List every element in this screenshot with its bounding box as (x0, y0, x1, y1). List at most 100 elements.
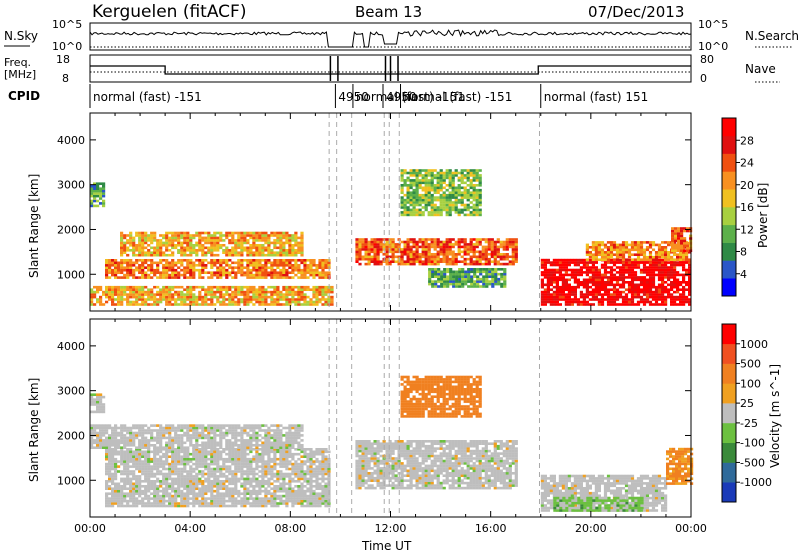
heatmap-cell (246, 271, 250, 274)
heatmap-cell (436, 262, 440, 266)
heatmap-cell (138, 285, 142, 289)
heatmap-cell (463, 169, 467, 172)
heatmap-cell (108, 448, 112, 451)
heatmap-cell (156, 457, 160, 461)
heatmap-cell (466, 176, 470, 180)
heatmap-cell (216, 457, 220, 461)
heatmap-cell (677, 249, 681, 252)
heatmap-cell (615, 253, 620, 256)
heatmap-cell (279, 259, 283, 262)
heatmap-cell (591, 255, 595, 259)
heatmap-cell (147, 244, 151, 247)
heatmap-cell (234, 455, 238, 458)
heatmap-cell (144, 259, 148, 262)
heatmap-cell (600, 273, 605, 277)
heatmap-cell (168, 497, 172, 500)
heatmap-cell (123, 266, 127, 269)
heatmap-cell (168, 477, 172, 481)
heatmap-cell (93, 184, 97, 188)
heatmap-cell (252, 489, 256, 493)
heatmap-cell (594, 293, 598, 296)
heatmap-cell (147, 457, 151, 461)
heatmap-cell (225, 290, 229, 294)
heatmap-cell (412, 240, 416, 244)
heatmap-cell (358, 262, 362, 266)
heatmap-cell (246, 470, 250, 473)
heatmap-cell (685, 283, 689, 287)
heatmap-cell (355, 255, 359, 259)
heatmap-cell (120, 502, 124, 505)
heatmap-cell (651, 241, 656, 244)
heatmap-cell (457, 171, 461, 175)
heatmap-cell (661, 285, 665, 289)
heatmap-cell (159, 482, 163, 486)
heatmap-cell (415, 176, 419, 180)
heatmap-cell (126, 253, 130, 257)
heatmap-cell (243, 266, 247, 269)
heatmap-cell (219, 467, 223, 471)
heatmap-cell (436, 184, 440, 187)
heatmap-cell (624, 241, 629, 244)
heatmap-cell (186, 460, 190, 463)
heatmap-cell (207, 477, 211, 481)
heatmap-cell (228, 273, 232, 277)
heatmap-cell (186, 482, 190, 486)
heatmap-cell (439, 203, 443, 207)
heatmap-cell (114, 452, 118, 456)
heatmap-cell (294, 241, 298, 245)
colorbar-tick-label: 12 (740, 223, 754, 236)
heatmap-cell (90, 295, 94, 299)
heatmap-cell (135, 467, 139, 471)
heatmap-cell (582, 300, 586, 304)
heatmap-cell (189, 489, 193, 493)
heatmap-cell (153, 472, 157, 476)
heatmap-cell (201, 295, 205, 299)
heatmap-cell (312, 295, 316, 299)
heatmap-cell (321, 298, 325, 301)
heatmap-cell (315, 285, 319, 289)
heatmap-cell (156, 293, 160, 296)
heatmap-cell (117, 465, 121, 468)
heatmap-cell (679, 303, 683, 306)
heatmap-cell (183, 477, 187, 481)
heatmap-cell (138, 268, 142, 272)
heatmap-cell (186, 285, 190, 289)
heatmap-cell (430, 208, 434, 212)
heatmap-cell (472, 245, 476, 249)
heatmap-cell (300, 303, 304, 306)
heatmap-cell (475, 206, 479, 209)
heatmap-cell (549, 278, 553, 282)
heatmap-cell (657, 251, 662, 254)
heatmap-cell (204, 472, 208, 476)
heatmap-cell (621, 273, 626, 277)
heatmap-cell (222, 485, 226, 488)
heatmap-cell (430, 240, 434, 244)
heatmap-cell (273, 480, 277, 483)
heatmap-cell (300, 231, 304, 235)
heatmap-cell (651, 271, 656, 274)
heatmap-cell (318, 261, 322, 265)
heatmap-cell (123, 290, 127, 294)
heatmap-cell (494, 270, 498, 274)
heatmap-cell (361, 245, 365, 249)
heatmap-cell (180, 462, 184, 466)
heatmap-cell (261, 231, 265, 235)
heatmap-cell (126, 452, 130, 456)
heatmap-cell (156, 285, 160, 289)
heatmap-cell (603, 290, 608, 294)
heatmap-cell (237, 448, 241, 451)
heatmap-cell (180, 494, 184, 498)
heatmap-cell (488, 268, 492, 271)
heatmap-cell (189, 485, 193, 488)
heatmap-cell (270, 271, 274, 274)
heatmap-cell (461, 270, 465, 274)
heatmap-cell (612, 248, 617, 252)
heatmap-cell (189, 470, 193, 473)
heatmap-cell (561, 258, 565, 262)
heatmap-cell (90, 204, 94, 208)
heatmap-cell (93, 290, 97, 294)
heatmap-cell (261, 253, 265, 257)
heatmap-cell (141, 231, 145, 235)
heatmap-cell (210, 298, 214, 301)
heatmap-cell (225, 285, 229, 289)
